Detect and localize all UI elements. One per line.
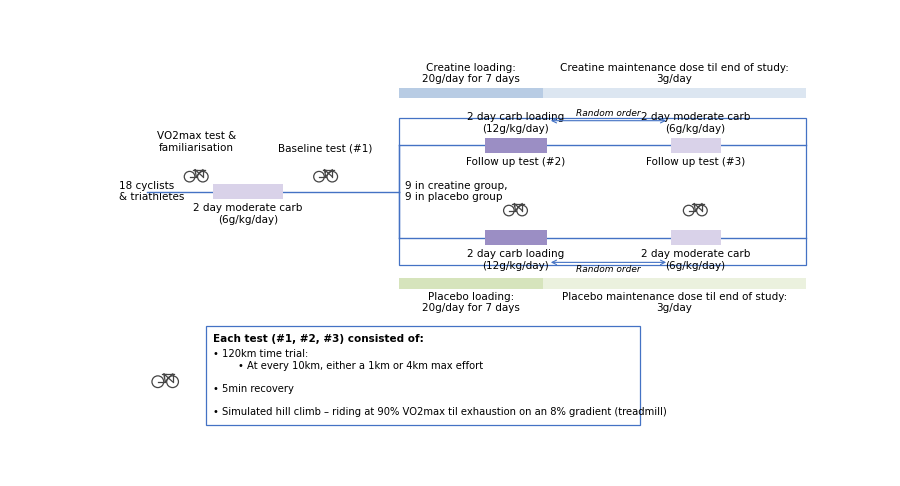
Bar xyxy=(205,326,640,425)
Bar xyxy=(484,138,546,153)
Text: Placebo loading:
20g/day for 7 days: Placebo loading: 20g/day for 7 days xyxy=(422,292,520,313)
Text: 2 day carb loading
(12g/kg/day): 2 day carb loading (12g/kg/day) xyxy=(467,112,564,134)
Text: 2 day carb loading
(12g/kg/day): 2 day carb loading (12g/kg/day) xyxy=(467,249,564,271)
Text: Creatine maintenance dose til end of study:
3g/day: Creatine maintenance dose til end of stu… xyxy=(560,63,788,85)
Text: 2 day moderate carb
(6g/kg/day): 2 day moderate carb (6g/kg/day) xyxy=(641,249,751,271)
Text: Follow up test (#2): Follow up test (#2) xyxy=(466,157,565,167)
Bar xyxy=(213,184,283,199)
Bar xyxy=(543,278,806,289)
Text: 18 cyclists
& triathletes: 18 cyclists & triathletes xyxy=(119,181,184,202)
Text: Placebo maintenance dose til end of study:
3g/day: Placebo maintenance dose til end of stud… xyxy=(562,292,787,313)
Bar xyxy=(670,230,721,245)
Text: 9 in creatine group,
9 in placebo group: 9 in creatine group, 9 in placebo group xyxy=(405,181,508,202)
Bar xyxy=(670,138,721,153)
Text: Random order: Random order xyxy=(576,109,641,119)
Text: VO2max test &
familiarisation: VO2max test & familiarisation xyxy=(157,131,236,153)
Bar xyxy=(543,87,806,98)
Text: • 120km time trial:
        • At every 10km, either a 1km or 4km max effort

• 5: • 120km time trial: • At every 10km, eit… xyxy=(213,349,667,417)
Bar xyxy=(400,119,806,265)
Text: Each test (#1, #2, #3) consisted of:: Each test (#1, #2, #3) consisted of: xyxy=(213,334,424,344)
Text: 2 day moderate carb
(6g/kg/day): 2 day moderate carb (6g/kg/day) xyxy=(194,203,302,225)
Bar xyxy=(400,87,543,98)
Text: Follow up test (#3): Follow up test (#3) xyxy=(645,157,745,167)
Text: Baseline test (#1): Baseline test (#1) xyxy=(278,143,373,153)
Bar xyxy=(400,278,543,289)
Text: Random order: Random order xyxy=(576,265,641,274)
Text: Creatine loading:
20g/day for 7 days: Creatine loading: 20g/day for 7 days xyxy=(422,63,520,85)
Bar xyxy=(484,230,546,245)
Text: 2 day moderate carb
(6g/kg/day): 2 day moderate carb (6g/kg/day) xyxy=(641,112,751,134)
